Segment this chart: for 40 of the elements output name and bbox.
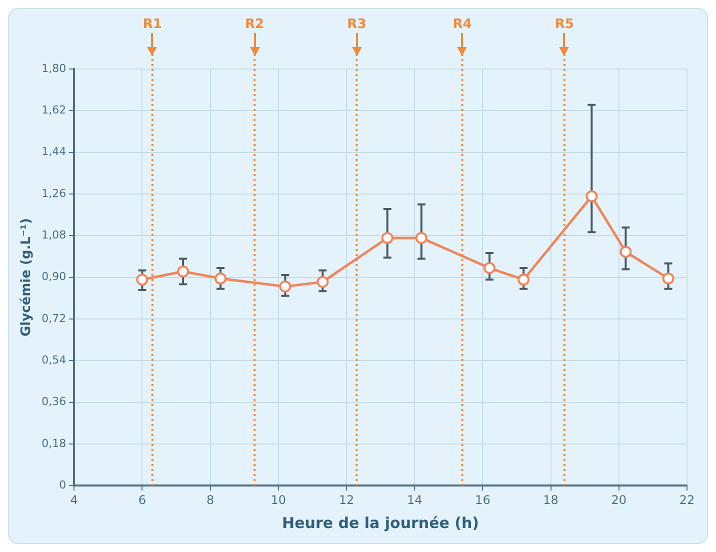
x-tick-label: 10 (270, 492, 286, 507)
ref-line-label: R2 (245, 16, 264, 32)
y-tick-label: 0 (59, 478, 66, 492)
y-tick-label: 1,62 (42, 104, 66, 117)
x-tick-label: 22 (679, 492, 695, 507)
x-tick-label: 20 (611, 492, 627, 507)
x-tick-label: 8 (206, 492, 214, 507)
y-tick-label: 0,18 (42, 436, 66, 450)
point (518, 274, 530, 286)
ref-line-label: R1 (142, 16, 162, 32)
ref-line-label: R5 (554, 16, 574, 32)
point (662, 272, 674, 284)
x-tick-label: 4 (70, 492, 78, 507)
point (484, 262, 496, 274)
x-tick-label: 6 (138, 492, 146, 507)
x-tick-label: 14 (406, 492, 422, 507)
point (214, 272, 227, 284)
point (316, 276, 329, 288)
y-tick-label: 1,80 (42, 62, 66, 75)
y-tick-label: 0,36 (42, 395, 66, 408)
x-tick-label: 12 (338, 492, 354, 507)
point (279, 280, 292, 293)
y-tick-label: 1,26 (42, 186, 66, 200)
x-tick-label: 16 (475, 492, 490, 507)
x-axis-title: Heure de la journée (h) (282, 514, 480, 532)
ref-line-label: R3 (347, 16, 366, 32)
y-tick-label: 1,08 (42, 228, 66, 242)
point (586, 190, 598, 202)
y-axis-title: Glycémie (g.L⁻¹) (19, 218, 34, 337)
point (177, 266, 190, 278)
y-tick-label: 0,54 (42, 353, 66, 366)
point (381, 232, 394, 244)
y-tick-label: 1,44 (42, 145, 66, 158)
point (136, 274, 148, 286)
point (620, 246, 632, 258)
ref-line-label: R4 (452, 16, 472, 32)
y-tick-label: 0,72 (42, 312, 66, 325)
point (415, 232, 428, 244)
y-tick-label: 0,90 (42, 270, 66, 284)
x-tick-label: 18 (543, 492, 558, 507)
